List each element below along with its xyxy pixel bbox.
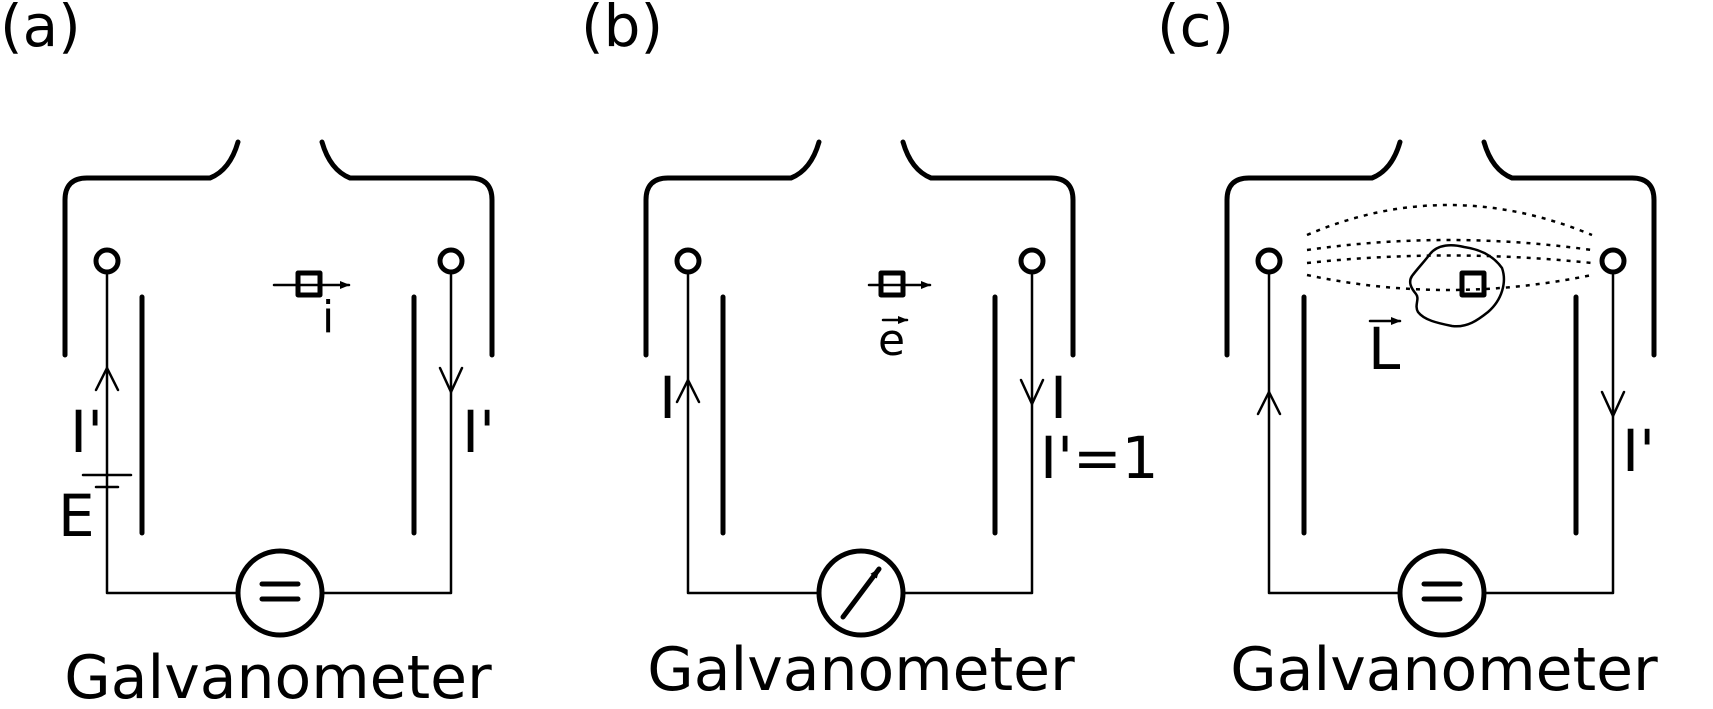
probe-square-icon [1459,270,1487,298]
electrode-housing-right [900,139,1076,358]
probe-square-icon [878,270,906,298]
field-label-L: L [1368,315,1400,383]
irregular-region-outline [1408,244,1506,328]
electrode-housing-left [643,139,822,358]
panel-tag: (c) [1157,0,1234,60]
probe-square-icon [295,270,323,298]
right-current-label: I' [1622,417,1655,485]
left-current-label: I'=1 [1040,424,1159,492]
battery-label: E [58,482,95,550]
electrode-housing-right [1481,139,1657,358]
field-label-e: e [878,315,905,366]
terminal-right [1599,247,1627,275]
wire-left [686,270,820,595]
galvanometer-caption: Galvanometer [1230,635,1658,705]
terminal-left [93,247,121,275]
current-arrow-down [438,366,464,394]
current-arrow-up [675,378,701,404]
left-current-label: I [659,364,676,432]
right-current-label: I' [462,398,495,466]
unit-vector-label-i: i [322,292,334,343]
galvanometer-circle [1397,548,1487,638]
galvanometer-caption: Galvanometer [647,635,1075,705]
equals-icon [259,581,301,602]
electrode-housing-left [1224,139,1403,358]
wire-right [321,270,453,595]
galvanometer-caption: Galvanometer [64,643,492,709]
panel-tag: (a) [0,0,81,60]
current-arrow-down [1019,378,1045,406]
terminal-left [674,247,702,275]
galvanometer-circle [816,548,906,638]
terminal-left [1255,247,1283,275]
wire-right [902,270,1034,595]
left-current-label: I' [70,398,103,466]
equals-icon [1421,581,1463,602]
galvanometer-circle [235,548,325,638]
field-lines [1306,203,1593,292]
panel-b: (b) e I I Galvanometer [581,0,1076,705]
panel-tag: (b) [581,0,663,60]
current-arrow-down [1600,390,1626,418]
current-arrow-up [94,366,120,392]
right-current-label: I [1050,364,1067,432]
needle-icon [840,566,882,620]
current-arrow-up [1256,390,1282,416]
wire-right [1483,270,1615,595]
electrode-housing-left [62,139,241,358]
electrode-housing-right [319,139,495,358]
terminal-right [437,247,465,275]
wire-left [105,270,239,595]
wire-left [1267,270,1401,595]
panel-a: (a) i I' I' E Galvanometer [0,0,495,709]
panel-c: (c) L I'=1 I' Galvanometer [1040,0,1658,705]
terminal-right [1018,247,1046,275]
